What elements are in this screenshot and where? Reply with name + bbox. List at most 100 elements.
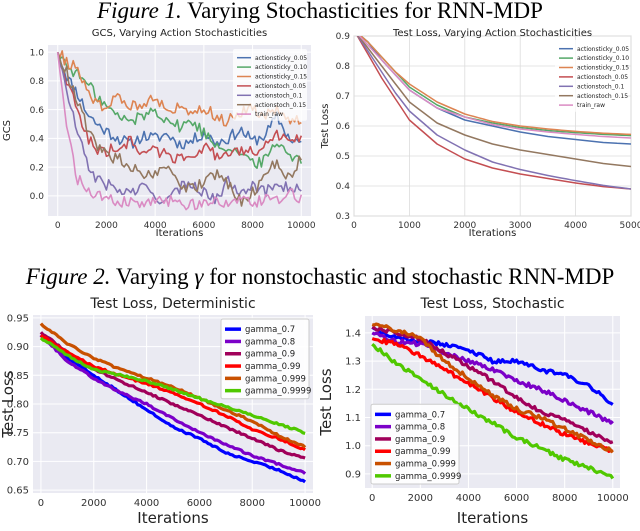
legend-label-gamma-0-999: gamma_0.999 <box>245 374 306 384</box>
x-tick-label: 10000 <box>289 498 321 509</box>
legend-label-actionsticky-0-05: actionsticky_0.05 <box>255 55 307 62</box>
y-tick-label: 0.8 <box>30 77 45 87</box>
x-tick-label: 0 <box>38 498 44 509</box>
series-line-gamma-0-9999 <box>39 336 306 435</box>
legend-label-actionstoch-0-05: actionstoch_0.05 <box>255 83 306 90</box>
y-tick-label: 0.7 <box>336 92 350 102</box>
y-tick-label: 0.9 <box>336 32 351 42</box>
legend-label-actionstoch-0-15: actionstoch_0.15 <box>255 102 306 109</box>
y-tick-label: 0.4 <box>336 182 351 192</box>
x-tick-label: 2000 <box>81 498 106 509</box>
legend-label-gamma-0-99: gamma_0.99 <box>245 362 301 372</box>
y-tick-label: 0.5 <box>336 152 350 162</box>
x-tick-label: 0 <box>351 221 357 231</box>
series-line-actionstoch-0-1 <box>357 36 631 190</box>
figure-2-caption: Figure 2. Varying γ for nonstochastic an… <box>0 264 640 290</box>
legend: actionsticky_0.05 actionsticky_0.10action… <box>233 49 307 121</box>
y-tick-label: 0.4 <box>30 135 45 145</box>
x-tick-label: 3000 <box>509 221 532 231</box>
figure-1-text: Varying Stochasticities for RNN-MDP <box>187 0 543 23</box>
series-line-train-raw <box>56 52 303 211</box>
legend-label-actionsticky-0-10: actionsticky_0.10 <box>577 55 629 62</box>
legend-label-actionstoch-0-1: actionstoch_0.1 <box>577 83 624 90</box>
legend-label-train-raw: train_raw <box>577 102 605 109</box>
series-line-actionstoch-0-15 <box>357 36 631 168</box>
chart-title: Test Loss, Deterministic <box>89 296 255 312</box>
figure-2-text-pre: Varying <box>115 264 195 289</box>
series-line-gamma-0-99 <box>39 333 307 452</box>
legend-label-actionsticky-0-15: actionsticky_0.15 <box>577 65 629 72</box>
y-axis-label: Test Loss <box>317 368 335 436</box>
series-line-gamma-0-7 <box>39 334 307 484</box>
x-tick-label: 10000 <box>597 493 629 504</box>
x-tick-label: 6000 <box>192 221 215 231</box>
y-tick-label: 0.8 <box>336 62 351 72</box>
y-tick-label: 0.0 <box>30 192 45 202</box>
x-axis-label: Iterations <box>457 509 529 527</box>
y-tick-label: 1.4 <box>345 328 361 339</box>
series-line-gamma-0-7 <box>371 325 614 406</box>
legend-label-actionstoch-0-15: actionstoch_0.15 <box>577 93 628 100</box>
x-tick-label: 10000 <box>287 221 316 231</box>
y-axis-label: GCS <box>2 120 13 141</box>
y-axis-label: Test Loss <box>0 370 17 438</box>
y-tick-label: 0.80 <box>7 400 29 411</box>
x-tick-label: 0 <box>369 493 375 504</box>
chart-gcs: 0 2000 4000 6000 8000 10000 0.0 0.2 0.4 0.6 0.8 1.0… <box>2 28 316 239</box>
x-tick-label: 2000 <box>408 493 433 504</box>
y-tick-label: 0.6 <box>336 122 351 132</box>
legend-label-train-raw: train_raw <box>255 111 283 118</box>
series-line-gamma-0-9999 <box>371 342 615 480</box>
y-tick-label: 0.2 <box>30 163 44 173</box>
legend-label-actionsticky-0-10: actionsticky_0.10 <box>255 64 307 71</box>
y-tick-label: 0.75 <box>7 428 29 439</box>
legend-box <box>370 403 460 485</box>
series-line-actionstoch-0-05 <box>56 52 303 164</box>
y-tick-label: 0.65 <box>7 486 29 497</box>
series-line-train-raw <box>358 36 631 139</box>
x-tick-label: 8000 <box>241 221 264 231</box>
legend-label-gamma-0-99: gamma_0.99 <box>395 447 451 457</box>
legend-label-gamma-0-999: gamma_0.999 <box>395 460 456 470</box>
x-tick-label: 2000 <box>453 221 476 231</box>
figure-1-label: Figure 1. <box>97 0 182 23</box>
y-tick-label: 0.95 <box>7 313 29 324</box>
chart-test-loss-stochasticities: 0 1000 2000 3000 4000 5000 0.3 0.4 0.5 0.6 0.7 0.8 0… <box>320 28 640 239</box>
y-axis-label: Test Loss <box>320 104 331 150</box>
x-axis-label: Iterations <box>469 228 517 239</box>
legend-label-gamma-0-7: gamma_0.7 <box>395 410 445 420</box>
series-line-actionstoch-0-05 <box>356 36 631 190</box>
x-tick-label: 5000 <box>620 221 640 231</box>
y-tick-label: 1.0 <box>30 48 45 58</box>
x-tick-label: 4000 <box>564 221 587 231</box>
legend-label-gamma-0-8: gamma_0.8 <box>245 337 295 347</box>
series-line-actionstoch-0-1 <box>56 52 302 205</box>
y-tick-label: 1.1 <box>345 413 361 424</box>
x-tick-label: 1000 <box>398 221 421 231</box>
x-tick-label: 8000 <box>552 493 577 504</box>
x-tick-label: 6000 <box>504 493 529 504</box>
y-tick-label: 0.9 <box>345 469 361 480</box>
y-tick-label: 0.70 <box>7 457 29 468</box>
y-tick-label: 1.3 <box>345 357 361 368</box>
chart-title: Test Loss, Varying Action Stochasticitie… <box>392 28 592 39</box>
x-tick-label: 2000 <box>95 221 118 231</box>
chart-test-loss-deterministic: 0 2000 4000 6000 8000 10000 0.65 0.70 0.75 0.80 0.… <box>0 296 321 527</box>
legend-label-gamma-0-9: gamma_0.9 <box>245 350 295 360</box>
legend-box <box>233 49 307 121</box>
legend-label-gamma-0-8: gamma_0.8 <box>395 423 445 433</box>
x-tick-label: 8000 <box>240 498 265 509</box>
y-tick-label: 0.85 <box>7 371 29 382</box>
legend: gamma_0.7 gamma_0.8 gamma_0.9 gamma_0.99gam… <box>370 403 461 485</box>
series-line-gamma-0-999 <box>371 322 614 454</box>
legend-label-gamma-0-9999: gamma_0.9999 <box>395 472 461 482</box>
y-tick-label: 0.90 <box>7 342 29 353</box>
legend-box <box>220 318 310 400</box>
legend-label-actionsticky-0-15: actionsticky_0.15 <box>255 74 307 81</box>
y-tick-label: 1.0 <box>345 441 361 452</box>
chart-test-loss-stochastic: 0 2000 4000 6000 8000 10000 0.9 1.0 1.1 1.2 1.3 1.4… <box>317 296 629 527</box>
legend-label-actionsticky-0-05: actionsticky_0.05 <box>577 46 629 53</box>
gamma-symbol: γ <box>194 264 204 289</box>
x-tick-label: 4000 <box>144 221 167 231</box>
series-line-actionstoch-0-15 <box>56 51 302 207</box>
